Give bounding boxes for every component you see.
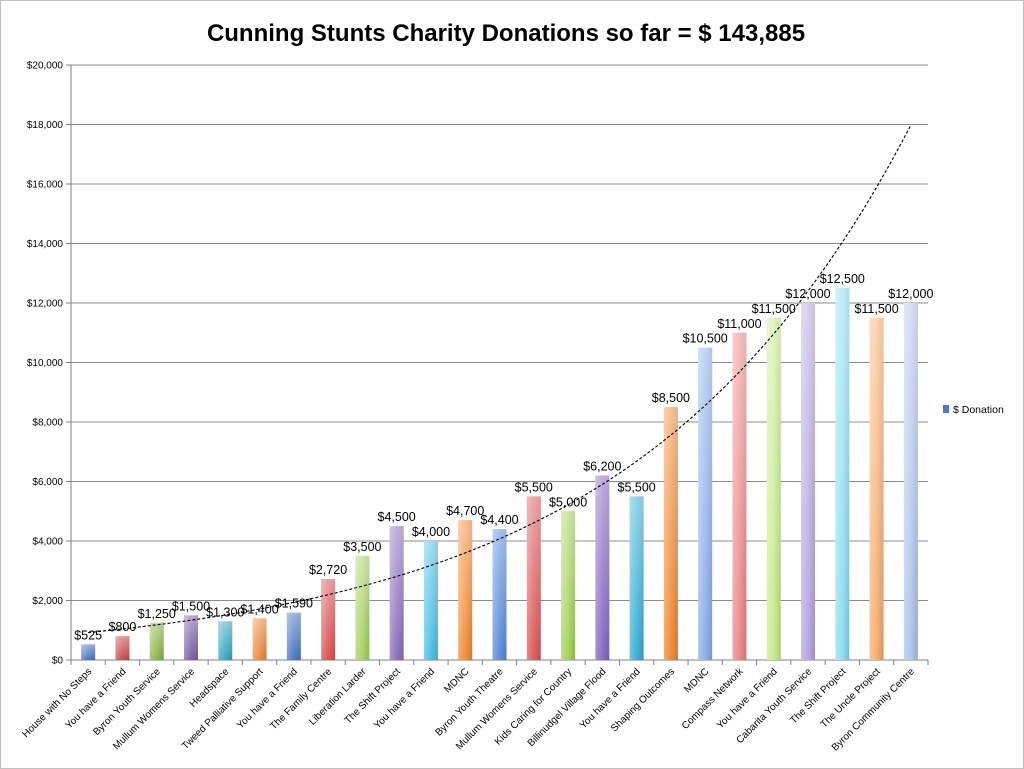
bar-highlight xyxy=(732,332,747,660)
bar-highlight xyxy=(355,555,370,660)
data-label: $1,400 xyxy=(240,602,278,616)
bar-highlight xyxy=(218,621,233,660)
y-tick-label: $18,000 xyxy=(27,120,64,131)
x-tick-label: MDNC xyxy=(442,666,471,695)
y-tick-label: $14,000 xyxy=(27,239,64,250)
data-label: $1,590 xyxy=(275,597,313,611)
bar-highlight xyxy=(286,612,301,660)
data-label: $6,200 xyxy=(583,460,621,474)
bar-highlight xyxy=(458,520,473,660)
data-label: $12,500 xyxy=(820,272,865,286)
bar-highlight xyxy=(81,644,96,660)
legend-label: $ Donation xyxy=(953,404,1004,416)
bar-highlight xyxy=(423,541,438,660)
x-tick-label: The Uncle Project xyxy=(819,666,883,730)
bar-highlight xyxy=(252,618,267,660)
bar-highlight xyxy=(321,579,336,660)
y-tick-label: $16,000 xyxy=(27,180,64,191)
y-tick-label: $0 xyxy=(52,656,64,667)
data-label: $8,500 xyxy=(652,391,690,405)
x-tick-label: You have a Friend xyxy=(235,666,300,731)
data-label: $5,000 xyxy=(549,495,587,509)
data-label: $1,250 xyxy=(138,607,176,621)
x-tick-label: You have a Friend xyxy=(372,666,437,731)
data-label: $4,400 xyxy=(480,513,518,527)
data-label: $10,500 xyxy=(683,332,728,346)
data-label: $525 xyxy=(74,628,102,642)
data-label: $1,500 xyxy=(172,599,210,613)
x-tick-label: The Family Centre xyxy=(268,666,334,732)
bar-highlight xyxy=(389,526,404,660)
data-label: $1,300 xyxy=(206,605,244,619)
x-tick-label: Compass Network xyxy=(680,666,746,732)
y-tick-label: $4,000 xyxy=(32,537,63,548)
x-tick-label: MDNC xyxy=(682,666,711,695)
data-label: $12,000 xyxy=(888,287,933,301)
bar-highlight xyxy=(561,511,576,660)
data-label: $4,500 xyxy=(378,510,416,524)
bar-highlight xyxy=(903,303,918,660)
data-label: $5,500 xyxy=(515,480,553,494)
data-label: $12,000 xyxy=(785,287,830,301)
data-label: $5,500 xyxy=(618,480,656,494)
x-tick-label: Shaping Outcomes xyxy=(609,666,677,734)
legend: $ Donation xyxy=(943,404,1004,416)
data-label: $11,500 xyxy=(854,302,898,316)
y-tick-label: $12,000 xyxy=(27,299,64,310)
bar-highlight xyxy=(526,496,541,660)
bar-highlight xyxy=(869,317,884,660)
data-label: $2,720 xyxy=(309,563,347,577)
y-tick-label: $10,000 xyxy=(27,358,64,369)
y-tick-label: $6,000 xyxy=(32,477,63,488)
y-tick-label: $8,000 xyxy=(32,418,63,429)
bar-highlight xyxy=(629,496,644,660)
bar-highlight xyxy=(595,475,610,660)
bar-highlight xyxy=(663,407,678,660)
data-label: $11,000 xyxy=(717,317,761,331)
data-label: $4,700 xyxy=(446,504,484,518)
data-label: $11,500 xyxy=(752,302,796,316)
data-label: $800 xyxy=(109,620,137,634)
y-tick-label: $20,000 xyxy=(27,61,64,72)
bar-highlight xyxy=(835,288,850,660)
data-label: $4,000 xyxy=(412,525,450,539)
y-tick-label: $2,000 xyxy=(32,596,63,607)
x-tick-label: You have a Friend xyxy=(64,666,129,731)
bar-highlight xyxy=(115,636,130,660)
bar-highlight xyxy=(183,615,198,660)
bar-highlight xyxy=(492,529,507,660)
data-label: $3,500 xyxy=(343,540,381,554)
legend-swatch xyxy=(943,405,949,413)
y-axis-ticks: $0 $2,000 $4,000 $6,000 $8,000 $10,000 $12,000… xyxy=(27,61,64,667)
x-tick-label: You have a Friend xyxy=(715,666,780,731)
bar-highlight xyxy=(766,317,781,660)
bar-highlight xyxy=(801,303,816,660)
x-tick-label: You have a Friend xyxy=(578,666,643,731)
bar-highlight xyxy=(149,622,164,660)
bar-highlight xyxy=(698,347,713,660)
chart-title: Cunning Stunts Charity Donations so far … xyxy=(207,20,805,47)
bars xyxy=(81,288,918,660)
data-labels: $525 $800$1,250$1,500$1,300$1,400$1,590 $2… xyxy=(74,272,933,642)
